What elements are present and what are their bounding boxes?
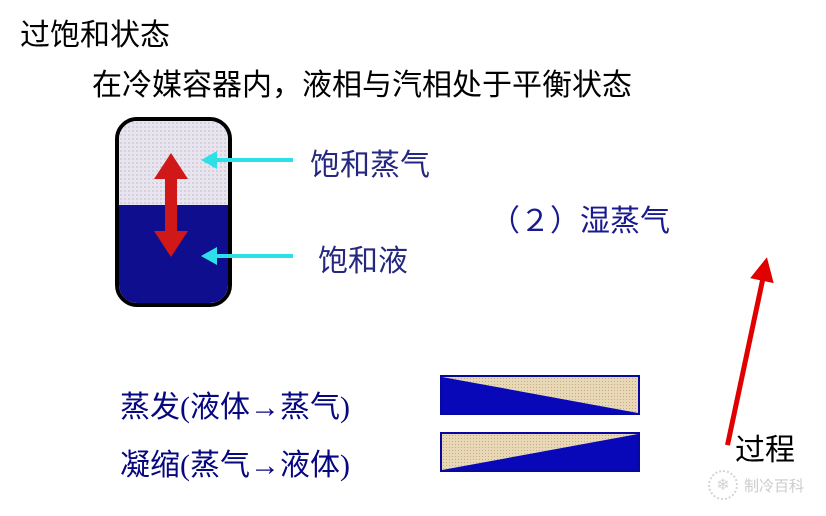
liquid-pointer-arrow	[215, 254, 293, 258]
process-direction-arrow	[725, 259, 768, 446]
phase-exchange-arrow	[160, 155, 182, 255]
saturated-vapor-label: 饱和蒸气	[310, 140, 430, 184]
watermark-text: 制冷百科	[744, 475, 804, 496]
watermark-icon: ❄	[708, 470, 738, 500]
evaporation-label: 蒸发(液体→蒸气)	[120, 382, 350, 426]
vapor-pointer-arrow	[215, 158, 293, 162]
condensation-label: 凝缩(蒸气→液体)	[120, 440, 350, 484]
wet-vapor-label: （２）湿蒸气	[490, 196, 670, 240]
condensation-bar	[440, 432, 640, 472]
saturated-liquid-label: 饱和液	[318, 236, 408, 280]
evaporation-bar	[440, 375, 640, 415]
title-text: 过饱和状态	[20, 10, 170, 54]
subtitle-text: 在冷媒容器内，液相与汽相处于平衡状态	[92, 60, 632, 104]
watermark: ❄ 制冷百科	[708, 470, 804, 500]
process-text: 过程	[735, 425, 795, 469]
